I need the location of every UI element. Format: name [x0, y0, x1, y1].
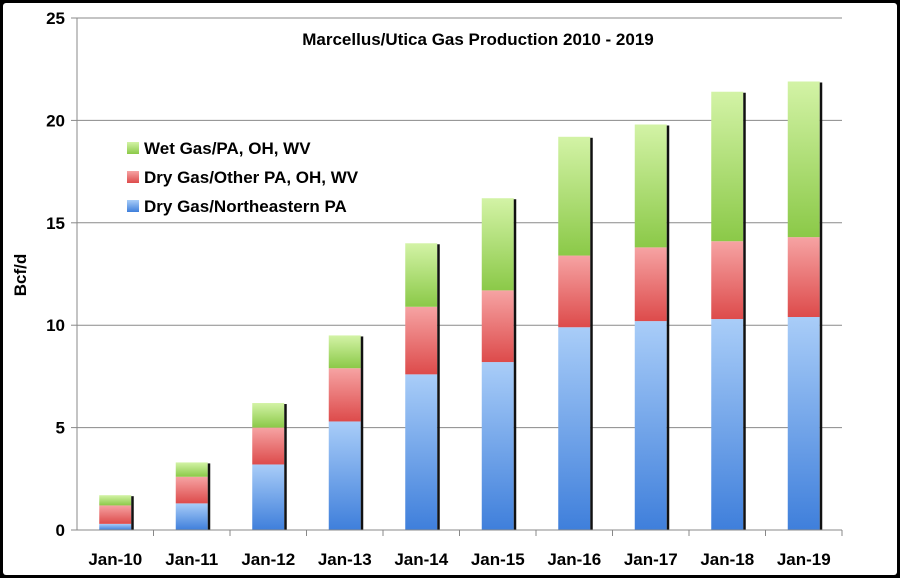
- bar-shadow: [743, 92, 746, 530]
- bar-segment-dry-gas-other-pa-oh-wv: [405, 306, 438, 375]
- bar-segment-dry-gas-other-pa-oh-wv: [558, 255, 591, 328]
- y-tick-label: 10: [46, 316, 65, 335]
- bar-segment-dry-gas-northeastern-pa: [481, 362, 514, 530]
- bar-segment-wet-gas-pa-oh-wv: [252, 403, 285, 428]
- bar-shadow: [284, 404, 287, 530]
- bar-segment-dry-gas-northeastern-pa: [405, 374, 438, 530]
- legend: Wet Gas/PA, OH, WV Dry Gas/Other PA, OH, …: [127, 139, 359, 216]
- bar-segment-dry-gas-other-pa-oh-wv: [481, 290, 514, 363]
- bar-segment-dry-gas-northeastern-pa: [634, 321, 667, 530]
- bar-segment-dry-gas-other-pa-oh-wv: [787, 237, 820, 318]
- legend-label-dry-gas-northeastern-pa: Dry Gas/Northeastern PA: [144, 197, 347, 216]
- bar-segment-wet-gas-pa-oh-wv: [405, 243, 438, 307]
- bars: [99, 81, 823, 530]
- bar-segment-dry-gas-other-pa-oh-wv: [99, 505, 132, 524]
- bar-segment-wet-gas-pa-oh-wv: [787, 81, 820, 238]
- axes: 0 5 10 15 20 25 Jan-10 Jan-11 Jan-12 Jan-13 Jan-14…: [46, 9, 843, 569]
- bar-segment-dry-gas-other-pa-oh-wv: [634, 247, 667, 322]
- bar-shadow: [819, 82, 823, 530]
- bar-segment-wet-gas-pa-oh-wv: [481, 198, 514, 291]
- bar-shadow: [513, 199, 517, 530]
- x-tick-label: Jan-12: [241, 550, 295, 569]
- bar-shadow: [666, 125, 670, 530]
- bar-segment-dry-gas-northeastern-pa: [711, 319, 744, 530]
- bar-segment-dry-gas-other-pa-oh-wv: [328, 368, 361, 422]
- bar-segment-dry-gas-northeastern-pa: [252, 464, 285, 530]
- x-tick-label: Jan-17: [624, 550, 678, 569]
- y-tick-label: 0: [56, 521, 65, 540]
- legend-swatch-dry-gas-other-pa-oh-wv: [127, 171, 139, 183]
- x-tick-label: Jan-10: [88, 550, 142, 569]
- x-tick-label: Jan-16: [547, 550, 601, 569]
- bar-segment-dry-gas-northeastern-pa: [328, 421, 361, 530]
- x-tick-label: Jan-18: [700, 550, 754, 569]
- bar-segment-dry-gas-northeastern-pa: [558, 327, 591, 530]
- x-tick-label: Jan-19: [777, 550, 831, 569]
- bar-shadow: [207, 463, 211, 530]
- y-tick-label: 20: [46, 111, 65, 130]
- bar-segment-wet-gas-pa-oh-wv: [328, 335, 361, 369]
- bar-segment-dry-gas-northeastern-pa: [99, 523, 132, 530]
- bar-segment-wet-gas-pa-oh-wv: [711, 91, 744, 242]
- chart-panel: [3, 3, 897, 575]
- bar-segment-wet-gas-pa-oh-wv: [99, 495, 132, 506]
- y-tick-label: 15: [46, 214, 65, 233]
- x-tick-label: Jan-15: [471, 550, 525, 569]
- y-tick-label: 25: [46, 9, 65, 28]
- bar-segment-dry-gas-other-pa-oh-wv: [711, 241, 744, 320]
- x-tick-label: Jan-11: [165, 550, 218, 569]
- bar-segment-wet-gas-pa-oh-wv: [634, 124, 667, 248]
- bar-segment-wet-gas-pa-oh-wv: [175, 462, 208, 477]
- legend-swatch-wet-gas-pa-oh-wv: [127, 142, 139, 154]
- chart-title: Marcellus/Utica Gas Production 2010 - 20…: [302, 30, 653, 49]
- y-axis-label: Bcf/d: [11, 254, 30, 297]
- legend-label-wet-gas-pa-oh-wv: Wet Gas/PA, OH, WV: [144, 139, 311, 158]
- bar-segment-dry-gas-other-pa-oh-wv: [252, 427, 285, 465]
- x-tick-label: Jan-14: [394, 550, 448, 569]
- bar-shadow: [360, 336, 364, 530]
- bar-segment-dry-gas-northeastern-pa: [787, 317, 820, 530]
- y-tick-label: 5: [56, 419, 65, 438]
- bar-shadow: [437, 244, 440, 530]
- legend-swatch-dry-gas-northeastern-pa: [127, 200, 139, 212]
- bar-shadow: [590, 137, 593, 530]
- bar-shadow: [131, 496, 134, 530]
- legend-label-dry-gas-other-pa-oh-wv: Dry Gas/Other PA, OH, WV: [144, 168, 359, 187]
- bar-segment-dry-gas-northeastern-pa: [175, 503, 208, 530]
- x-tick-label: Jan-13: [318, 550, 372, 569]
- bar-segment-dry-gas-other-pa-oh-wv: [175, 476, 208, 504]
- bar-segment-wet-gas-pa-oh-wv: [558, 136, 591, 256]
